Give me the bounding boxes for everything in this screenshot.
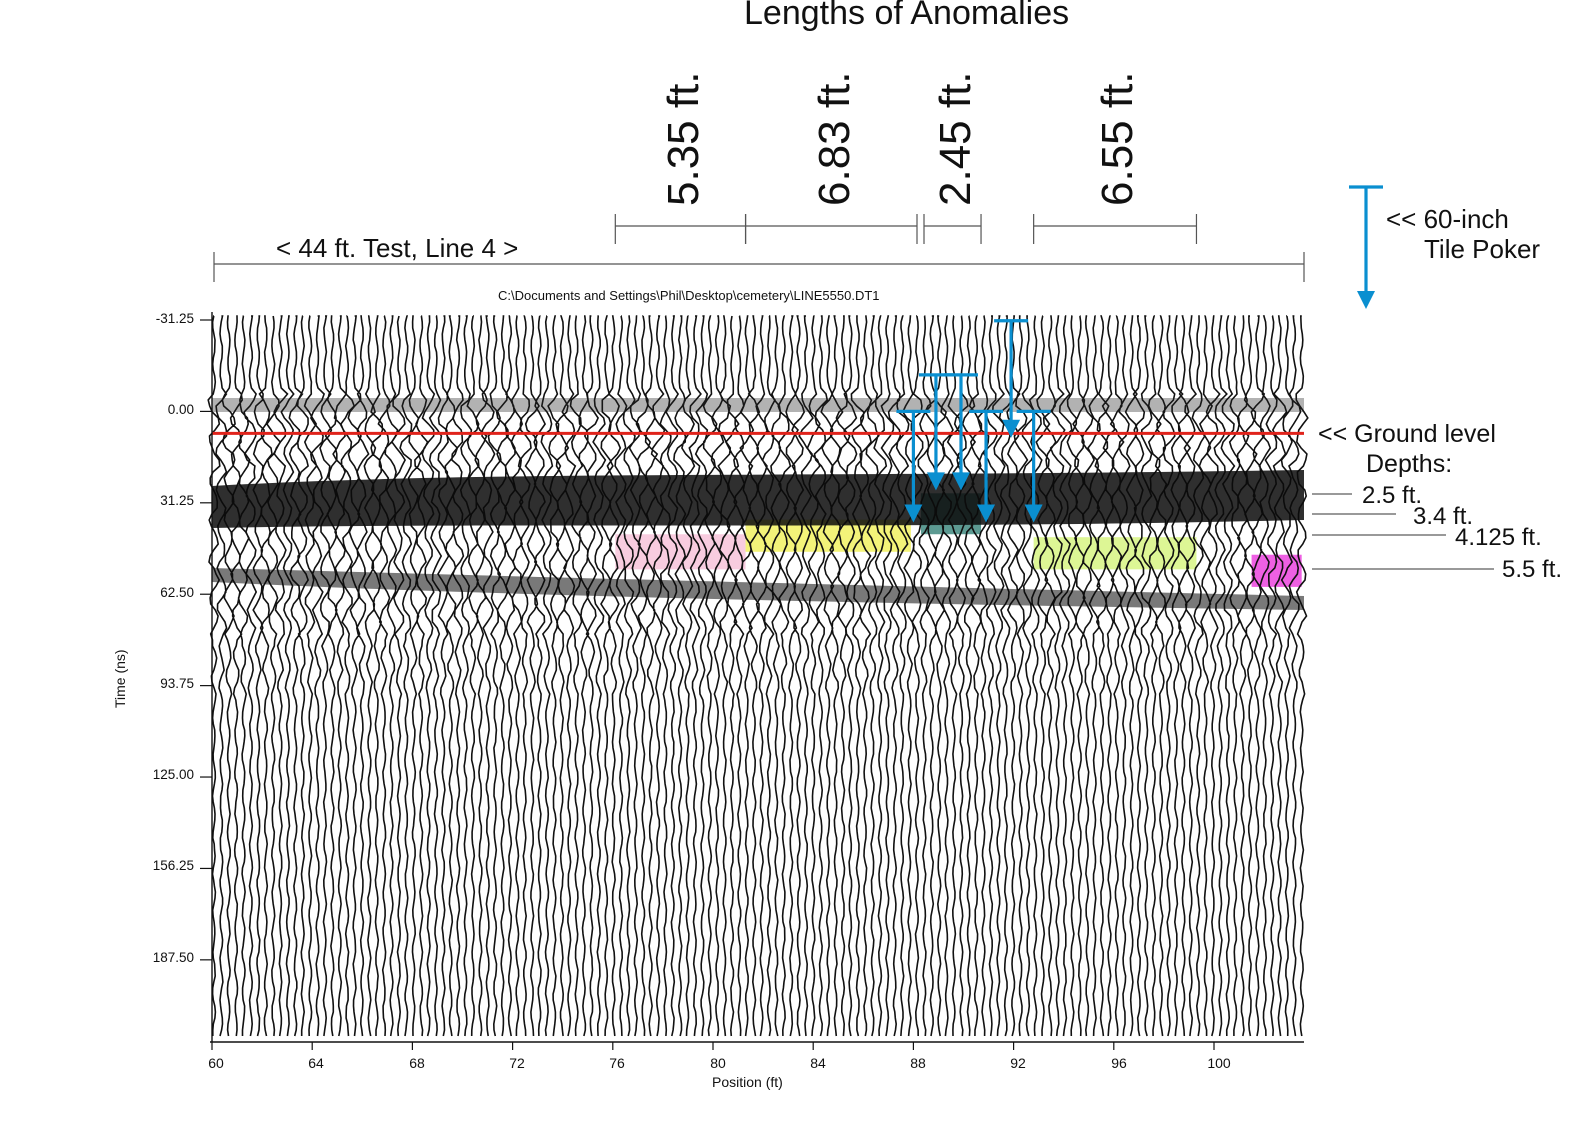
ground-level-label: << Ground level	[1318, 420, 1496, 448]
anomaly-length-4: 6.55 ft.	[1093, 71, 1142, 206]
y-tick-label: 156.25	[152, 858, 194, 873]
y-tick-label: 125.00	[152, 767, 194, 782]
tile-poker-label-line1: << 60-inch	[1386, 204, 1509, 234]
y-tick-label: -31.25	[155, 311, 194, 326]
figure-title: Lengths of Anomalies	[744, 0, 1070, 32]
y-tick-label: 187.50	[152, 950, 194, 965]
depth-label-3: 4.125 ft.	[1455, 524, 1542, 551]
anomaly-length-2: 6.83 ft.	[810, 71, 859, 206]
x-tick-label: 60	[208, 1055, 224, 1071]
reflector-band	[212, 398, 1304, 412]
x-tick-label: 84	[810, 1055, 826, 1071]
x-tick-label: 64	[308, 1055, 324, 1071]
x-tick-label: 68	[409, 1055, 425, 1071]
depths-title: Depths:	[1366, 450, 1453, 478]
trace-wiggles	[207, 315, 1309, 1037]
x-axis-label: Position (ft)	[712, 1074, 783, 1090]
file-path: C:\Documents and Settings\Phil\Desktop\c…	[498, 288, 880, 303]
x-tick-label: 92	[1010, 1055, 1026, 1071]
poker-arrow-head	[904, 504, 923, 523]
reflector-band	[212, 568, 1304, 610]
tile-poker-label-line2: Tile Poker	[1424, 234, 1541, 264]
poker-arrow-head	[926, 472, 945, 491]
legend-poker-arrow-head	[1357, 291, 1375, 309]
anomaly-length-1: 5.35 ft.	[659, 71, 708, 206]
poker-arrow-head	[1024, 504, 1043, 523]
depth-label-2: 3.4 ft.	[1413, 503, 1474, 530]
poker-arrow-head	[1002, 419, 1021, 438]
x-tick-label: 88	[910, 1055, 926, 1071]
x-tick-label: 80	[710, 1055, 726, 1071]
test-line-label: < 44 ft. Test, Line 4 >	[276, 233, 519, 263]
y-tick-label: 93.75	[160, 676, 194, 691]
anomaly-box	[1033, 537, 1197, 570]
axes	[200, 312, 1304, 1050]
y-tick-label: 0.00	[167, 402, 194, 417]
x-tick-label: 76	[609, 1055, 625, 1071]
anomaly-length-3: 2.45 ft.	[931, 71, 980, 206]
y-tick-label: 62.50	[160, 585, 194, 600]
x-tick-label: 96	[1111, 1055, 1127, 1071]
y-axis-label: Time (ns)	[112, 649, 128, 708]
dimension-lines	[213, 214, 1494, 570]
poker-arrow-head	[951, 472, 970, 491]
y-tick-label: 31.25	[160, 493, 194, 508]
poker-arrows	[896, 185, 1383, 523]
x-tick-label: 100	[1207, 1055, 1231, 1071]
depth-label-1: 2.5 ft.	[1362, 482, 1423, 509]
poker-arrow-head	[977, 504, 996, 523]
depth-label-4: 5.5 ft.	[1502, 556, 1563, 583]
trace-paths	[207, 315, 1309, 1037]
x-tick-label: 72	[509, 1055, 525, 1071]
